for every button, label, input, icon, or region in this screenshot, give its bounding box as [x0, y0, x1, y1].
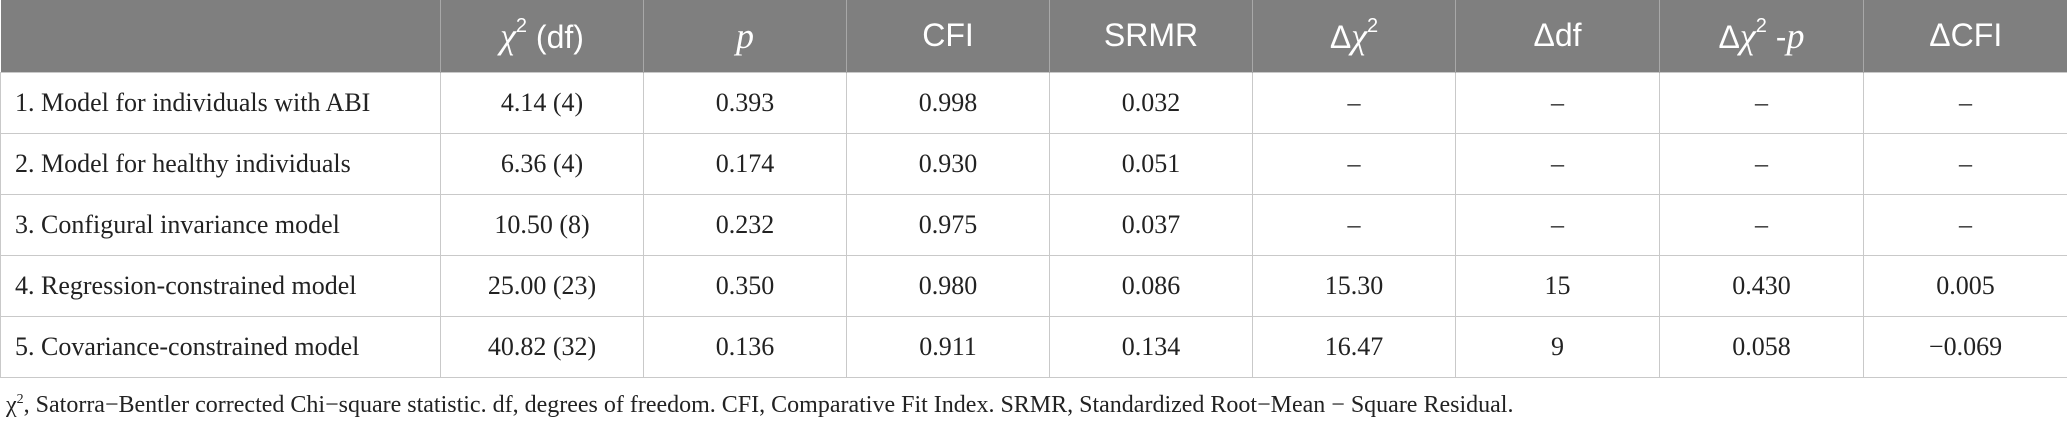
- cell-delta-cfi: –: [1863, 193, 2067, 256]
- cell-delta-chi: 15.30: [1252, 254, 1456, 317]
- cell-srmr: 0.134: [1049, 315, 1253, 378]
- cell-p: 0.350: [643, 254, 847, 317]
- header-p: p: [643, 0, 847, 72]
- cell-srmr: 0.086: [1049, 254, 1253, 317]
- cell-delta-df: –: [1455, 132, 1660, 195]
- row-label: 2. Model for healthy individuals: [0, 132, 441, 195]
- header-row: χ2 (df) p CFI SRMR Δχ2 Δdf Δχ2 -p ΔCFI: [0, 0, 2067, 72]
- row-label: 5. Covariance-constrained model: [0, 315, 441, 378]
- cell-delta-chi-p: 0.058: [1659, 315, 1864, 378]
- table-row: 1. Model for individuals with ABI 4.14 (…: [0, 71, 2067, 134]
- cell-delta-cfi: 0.005: [1863, 254, 2067, 317]
- row-label: 3. Configural invariance model: [0, 193, 441, 256]
- cell-p: 0.232: [643, 193, 847, 256]
- header-delta-cfi: ΔCFI: [1863, 0, 2067, 72]
- cell-delta-chi-p: 0.430: [1659, 254, 1864, 317]
- header-cfi: CFI: [846, 0, 1050, 72]
- cell-p: 0.393: [643, 71, 847, 134]
- cell-delta-chi-p: –: [1659, 193, 1864, 256]
- cell-delta-cfi: −0.069: [1863, 315, 2067, 378]
- cell-delta-cfi: –: [1863, 71, 2067, 134]
- header-delta-chi-square: Δχ2: [1252, 0, 1456, 72]
- cell-chi-df: 4.14 (4): [440, 71, 644, 134]
- cell-p: 0.174: [643, 132, 847, 195]
- cell-srmr: 0.051: [1049, 132, 1253, 195]
- row-label: 1. Model for individuals with ABI: [0, 71, 441, 134]
- header-delta-chi-square-p: Δχ2 -p: [1659, 0, 1864, 72]
- cell-delta-chi: –: [1252, 193, 1456, 256]
- cell-delta-chi: –: [1252, 71, 1456, 134]
- table-footnote: χ2, Satorra−Bentler corrected Chi−square…: [6, 392, 1514, 418]
- cell-delta-cfi: –: [1863, 132, 2067, 195]
- header-model: [1, 0, 441, 72]
- table-row: 5. Covariance-constrained model 40.82 (3…: [0, 315, 2067, 378]
- header-srmr: SRMR: [1049, 0, 1253, 72]
- cell-chi-df: 25.00 (23): [440, 254, 644, 317]
- table-row: 3. Configural invariance model 10.50 (8)…: [0, 193, 2067, 256]
- cell-delta-df: –: [1455, 71, 1660, 134]
- cell-cfi: 0.930: [846, 132, 1050, 195]
- header-delta-df: Δdf: [1455, 0, 1660, 72]
- cell-delta-chi: –: [1252, 132, 1456, 195]
- cell-cfi: 0.998: [846, 71, 1050, 134]
- table-row: 4. Regression-constrained model 25.00 (2…: [0, 254, 2067, 317]
- model-fit-table: χ2 (df) p CFI SRMR Δχ2 Δdf Δχ2 -p ΔCFI 1…: [0, 0, 2067, 378]
- cell-chi-df: 6.36 (4): [440, 132, 644, 195]
- cell-delta-chi-p: –: [1659, 132, 1864, 195]
- cell-p: 0.136: [643, 315, 847, 378]
- row-label: 4. Regression-constrained model: [0, 254, 441, 317]
- fit-table-container: χ2 (df) p CFI SRMR Δχ2 Δdf Δχ2 -p ΔCFI 1…: [0, 0, 2067, 378]
- table-row: 2. Model for healthy individuals 6.36 (4…: [0, 132, 2067, 195]
- cell-chi-df: 40.82 (32): [440, 315, 644, 378]
- cell-srmr: 0.032: [1049, 71, 1253, 134]
- cell-cfi: 0.980: [846, 254, 1050, 317]
- cell-chi-df: 10.50 (8): [440, 193, 644, 256]
- cell-delta-df: –: [1455, 193, 1660, 256]
- cell-delta-df: 15: [1455, 254, 1660, 317]
- header-chi-square-df: χ2 (df): [440, 0, 644, 72]
- cell-delta-chi: 16.47: [1252, 315, 1456, 378]
- cell-srmr: 0.037: [1049, 193, 1253, 256]
- cell-cfi: 0.975: [846, 193, 1050, 256]
- cell-delta-chi-p: –: [1659, 71, 1864, 134]
- cell-cfi: 0.911: [846, 315, 1050, 378]
- cell-delta-df: 9: [1455, 315, 1660, 378]
